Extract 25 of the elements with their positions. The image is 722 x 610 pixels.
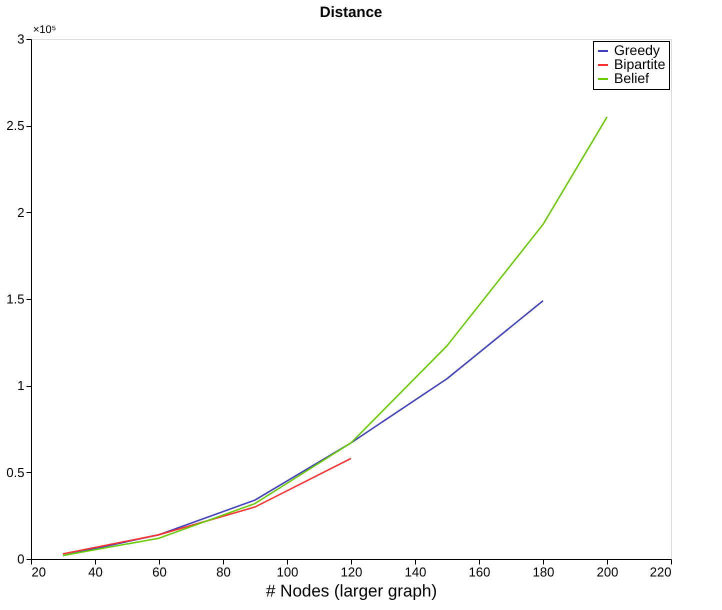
x-tick-label: 220 (650, 564, 672, 580)
x-tick-label: 60 (152, 564, 167, 580)
x-tick-label: 200 (596, 564, 618, 580)
x-tick-label: 160 (468, 564, 490, 580)
line-series (62, 458, 352, 555)
y-tick-label: 3 (17, 32, 24, 46)
y-tick-label: 1.5 (6, 292, 24, 306)
text: ×10⁵ (33, 24, 56, 36)
y-tick-label: 0.5 (6, 464, 24, 480)
x-tick-label: 80 (216, 564, 231, 580)
x-tick-label: 180 (532, 564, 554, 580)
x-tick-label: 40 (88, 564, 103, 580)
y-tick-label: 0 (17, 552, 24, 566)
x-tick-label: 20 (32, 564, 46, 580)
y-tick-label: 1 (17, 378, 24, 394)
x-tick-label: 140 (404, 564, 426, 580)
x-axis-title: # Nodes (larger graph) (266, 582, 438, 600)
y-tick-label: 2 (17, 204, 24, 220)
legend-label: Belief (614, 70, 650, 86)
y-tick-label: 2.5 (6, 118, 24, 134)
line-series (62, 116, 608, 556)
x-tick-label: 100 (276, 564, 298, 580)
chart-title: Distance (320, 4, 382, 21)
legend-label: Greedy (614, 42, 660, 58)
x-tick-label: 120 (340, 564, 362, 580)
